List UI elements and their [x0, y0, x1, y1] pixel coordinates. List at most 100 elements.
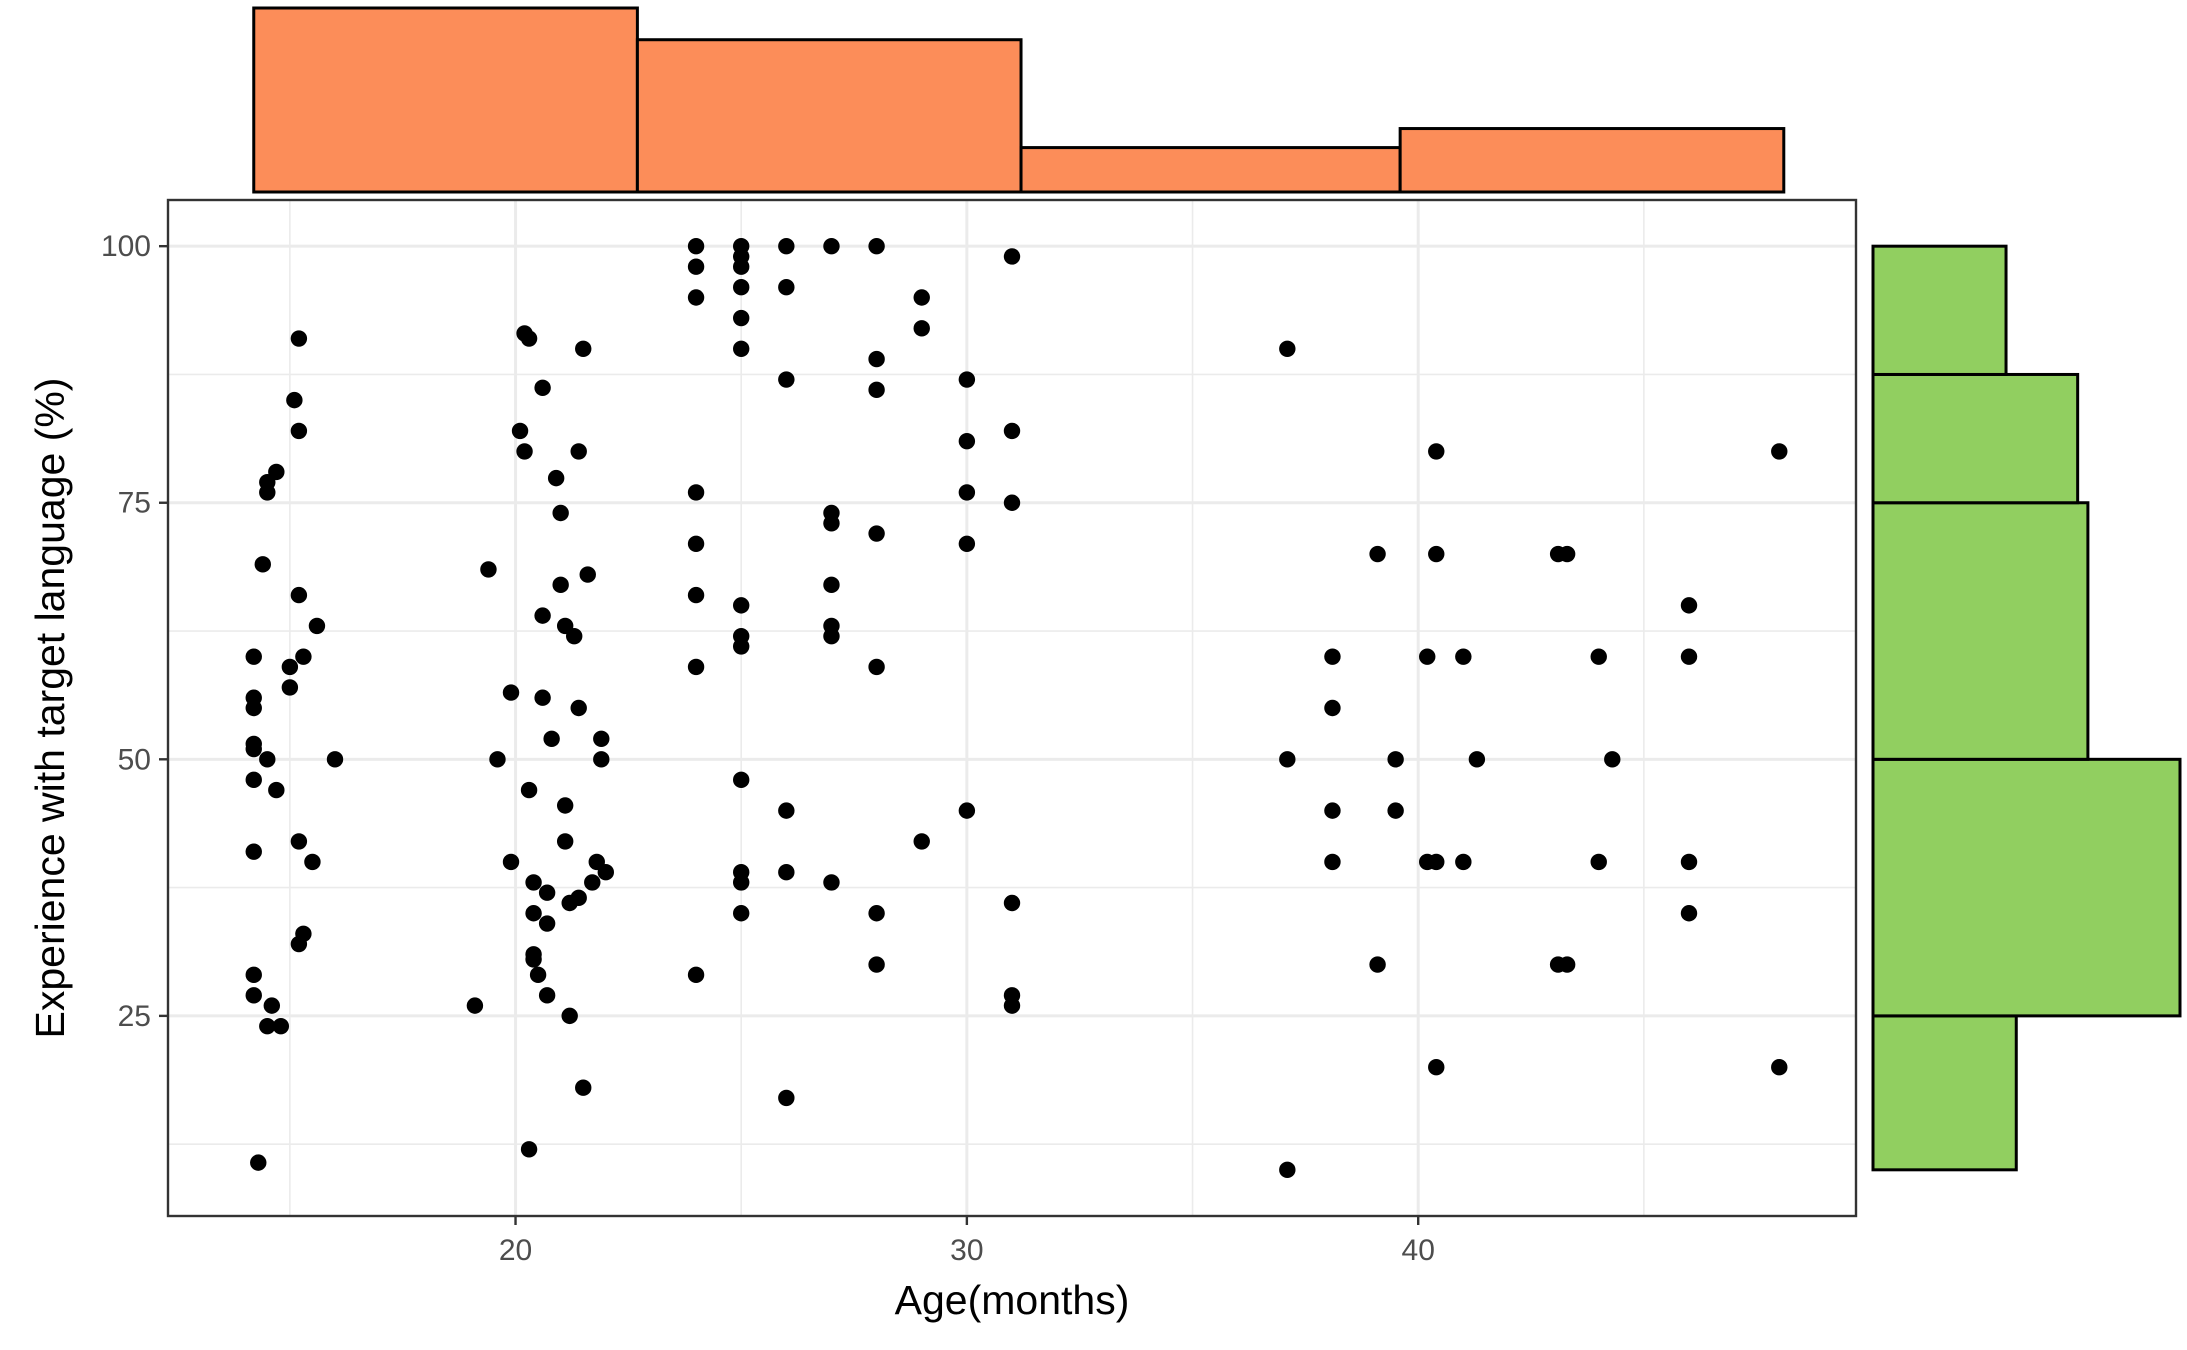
data-point [290, 586, 308, 604]
data-point [1468, 751, 1486, 768]
y-tick-label: 25 [118, 1000, 151, 1033]
data-point [1604, 751, 1621, 768]
data-point [1455, 648, 1472, 665]
data-point [868, 237, 885, 255]
data-point [245, 966, 262, 984]
data-point [245, 771, 262, 789]
data-point [732, 597, 750, 614]
data-point [489, 751, 506, 768]
data-point [259, 751, 276, 768]
data-point [570, 699, 587, 717]
data-point [326, 751, 344, 768]
data-point [290, 330, 308, 347]
data-point [547, 469, 565, 487]
x-tick-label: 40 [1402, 1234, 1435, 1267]
data-point [304, 853, 321, 871]
data-point [1279, 1161, 1296, 1179]
data-point [259, 1017, 276, 1035]
scatter-points [245, 237, 1788, 1179]
data-point [823, 237, 840, 255]
data-point [1324, 853, 1341, 871]
data-point [259, 484, 276, 501]
data-point [687, 258, 705, 275]
data-point [520, 330, 538, 347]
data-point [732, 340, 750, 358]
x-tick-label: 20 [499, 1234, 532, 1267]
data-point [732, 309, 750, 327]
data-point [1369, 956, 1386, 973]
data-point [552, 504, 569, 522]
data-point [823, 627, 840, 645]
data-point [868, 905, 885, 922]
data-point [732, 874, 750, 891]
data-point [868, 525, 885, 542]
panel-border [166, 198, 1858, 1218]
data-point [511, 422, 529, 440]
data-point [868, 956, 885, 973]
data-point [958, 484, 976, 501]
data-point [552, 576, 569, 594]
data-point [687, 289, 705, 306]
data-point [575, 1079, 592, 1096]
data-point [579, 566, 596, 583]
y-axis-ticks: 25 50 75 100 [101, 230, 168, 1033]
data-point [520, 781, 538, 799]
data-point [570, 889, 587, 907]
right-histogram-bar [1871, 501, 2090, 761]
data-point [778, 279, 795, 296]
data-point [534, 379, 551, 397]
data-point [245, 699, 262, 717]
data-point [281, 679, 299, 696]
data-point [1428, 853, 1445, 871]
data-point [525, 951, 542, 968]
data-point [1003, 422, 1021, 440]
data-point [687, 535, 705, 552]
data-point [516, 443, 533, 460]
data-point [575, 340, 592, 358]
right-histogram-bar [1871, 244, 2008, 376]
data-point [958, 535, 976, 552]
data-point [913, 289, 930, 306]
data-point [295, 925, 312, 942]
data-point [543, 730, 560, 747]
data-point [534, 607, 551, 624]
data-point [778, 864, 795, 881]
data-point [308, 617, 326, 635]
data-point [534, 689, 551, 706]
data-point [778, 802, 795, 819]
data-point [268, 463, 285, 481]
data-point [732, 638, 750, 655]
data-point [687, 586, 705, 604]
data-point [732, 771, 750, 789]
data-point [597, 864, 614, 881]
data-point [290, 422, 308, 440]
data-point [525, 874, 542, 891]
data-point [556, 797, 574, 814]
data-point [268, 781, 285, 799]
data-point [593, 730, 610, 747]
x-axis-ticks: 20 30 40 [499, 1216, 1435, 1267]
y-tick-label: 50 [118, 743, 151, 776]
data-point [1279, 340, 1296, 358]
data-point [538, 884, 556, 901]
data-point [778, 371, 795, 388]
data-point [1455, 853, 1472, 871]
data-point [958, 802, 976, 819]
data-point [525, 905, 542, 922]
y-axis-title: Experience with target language (%) [27, 378, 73, 1039]
data-point [538, 915, 556, 932]
data-point [687, 484, 705, 501]
data-point [502, 853, 520, 871]
data-point [1428, 443, 1445, 460]
top-marginal-histogram [252, 6, 1786, 194]
data-point [561, 1007, 578, 1025]
data-point [245, 648, 262, 665]
data-point [245, 843, 262, 860]
data-point [1428, 545, 1445, 563]
data-point [584, 874, 601, 891]
data-point [1387, 802, 1404, 819]
panel-background [168, 200, 1856, 1216]
data-point [732, 279, 750, 296]
